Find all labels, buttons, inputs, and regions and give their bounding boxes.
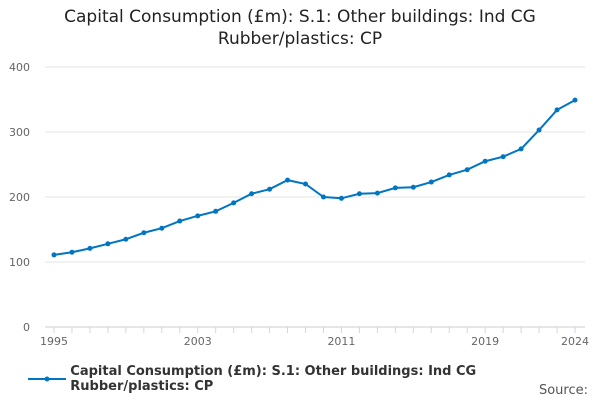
data-point — [87, 245, 93, 251]
data-point — [195, 213, 201, 219]
data-point — [338, 195, 344, 201]
data-point — [267, 186, 273, 192]
data-point — [446, 172, 452, 178]
data-point — [518, 146, 524, 152]
data-point — [464, 167, 470, 173]
data-point — [374, 190, 380, 196]
x-tick-label: 2019 — [471, 335, 499, 348]
legend-label: Capital Consumption (£m): S.1: Other bui… — [70, 364, 477, 394]
data-point — [410, 184, 416, 190]
x-tick-label: 2011 — [327, 335, 355, 348]
data-point — [105, 241, 111, 247]
data-point — [177, 218, 183, 224]
data-point — [69, 249, 75, 255]
series-line — [53, 99, 576, 256]
data-point — [572, 97, 578, 103]
data-point — [428, 179, 434, 185]
x-tick-label: 2024 — [561, 335, 589, 348]
data-point — [536, 127, 542, 133]
data-point — [482, 158, 488, 164]
data-point — [249, 191, 255, 197]
data-point — [141, 230, 147, 236]
data-point — [554, 107, 560, 113]
x-tick-label: 2003 — [184, 335, 212, 348]
data-point — [159, 225, 165, 231]
data-point — [285, 177, 291, 183]
data-point — [213, 208, 219, 214]
data-point — [231, 200, 237, 206]
legend: Capital Consumption (£m): S.1: Other bui… — [28, 364, 600, 394]
legend-swatch — [28, 376, 66, 382]
y-tick-label: 100 — [9, 256, 30, 269]
data-point — [356, 191, 362, 197]
data-point — [392, 185, 398, 191]
y-tick-label: 300 — [9, 126, 30, 139]
y-tick-label: 200 — [9, 191, 30, 204]
data-point — [303, 181, 309, 187]
data-point — [500, 154, 506, 160]
x-tick-label: 1995 — [40, 335, 68, 348]
y-tick-label: 400 — [9, 61, 30, 74]
source-label: Source: — [538, 383, 588, 398]
y-tick-label: 0 — [23, 321, 30, 334]
chart-title: Capital Consumption (£m): S.1: Other bui… — [64, 7, 536, 49]
data-point — [51, 252, 57, 258]
data-point — [123, 236, 129, 242]
data-point — [320, 194, 326, 200]
